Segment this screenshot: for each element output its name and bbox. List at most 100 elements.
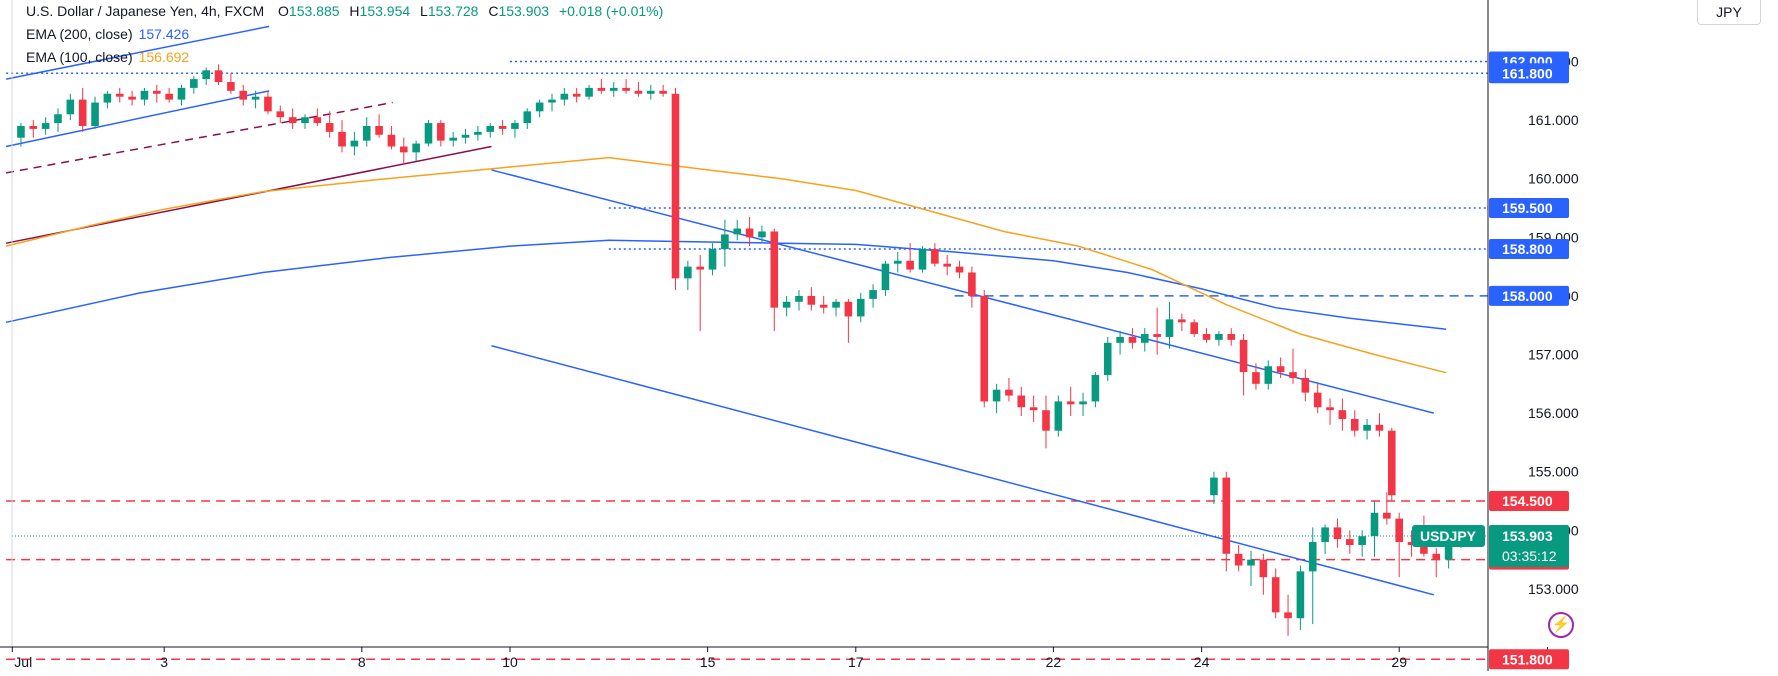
x-tick-label: 17 — [848, 654, 864, 670]
candle-body — [560, 93, 569, 100]
candle-down — [1042, 395, 1050, 449]
candle-body — [1387, 430, 1396, 496]
candle-body — [1444, 544, 1453, 560]
price-level-label-text: 159.500 — [1502, 200, 1553, 216]
candle-body — [1326, 407, 1334, 411]
ema-lines — [5, 156, 1447, 374]
candle-up — [1308, 527, 1317, 625]
candle-body — [239, 90, 248, 100]
lightning-icon[interactable]: ⚡ — [1548, 612, 1574, 638]
candle-down — [1333, 518, 1342, 548]
candle-up — [560, 87, 569, 106]
candle-body — [313, 117, 322, 124]
candle-body — [350, 140, 359, 147]
candle-up — [795, 290, 803, 311]
candle-body — [1289, 372, 1297, 378]
candle-body — [424, 123, 433, 144]
candle-up — [1116, 331, 1124, 355]
candle-body — [1420, 544, 1428, 554]
open-label: O — [278, 3, 289, 19]
candle-body — [684, 266, 692, 279]
candle-down — [968, 266, 976, 308]
candle-down — [819, 295, 828, 314]
price-level-label-text: 154.500 — [1502, 493, 1553, 509]
candle-up — [548, 93, 556, 112]
candle-body — [511, 123, 519, 129]
y-tick-label: 161.000 — [1528, 112, 1579, 128]
candle-body — [486, 125, 495, 132]
candle-up — [1103, 336, 1112, 381]
candle-down — [1407, 530, 1416, 557]
candle-body — [362, 125, 371, 141]
symbol-title[interactable]: U.S. Dollar / Japanese Yen, 4h, FXCM — [26, 3, 265, 19]
candle-body — [165, 93, 173, 100]
price-level-label-text: 151.800 — [1502, 651, 1553, 667]
candle-body — [646, 90, 655, 94]
candle-body — [918, 249, 927, 270]
candle-body — [17, 125, 25, 138]
legend-ema200-row[interactable]: EMA (200, close) 157.426 — [26, 23, 663, 46]
candle-down — [1005, 377, 1013, 402]
candle-body — [1103, 342, 1112, 376]
candle-up — [1358, 530, 1366, 557]
candle-down — [1326, 398, 1334, 425]
candle-up — [535, 99, 544, 118]
candle-up — [412, 140, 420, 162]
candle-up — [1370, 501, 1379, 557]
price-level-label-text: 158.000 — [1502, 288, 1553, 304]
candle-body — [190, 79, 198, 88]
price-level-label-bg — [1489, 491, 1569, 512]
candle-body — [1346, 539, 1354, 545]
candle-down — [1301, 369, 1310, 402]
close-value: 153.903 — [498, 3, 550, 19]
x-tick-label: Jul — [14, 654, 32, 670]
candle-down — [214, 64, 223, 85]
legend-ema100-row[interactable]: EMA (100, close) 156.692 — [26, 46, 663, 69]
trendline — [5, 101, 393, 174]
symbol-tag-text: USDJPY — [1420, 528, 1477, 544]
candle-body — [1259, 559, 1268, 578]
candle-down — [78, 87, 87, 132]
candle-down — [572, 87, 581, 103]
candle-body — [387, 134, 396, 147]
candle-up — [1165, 301, 1174, 349]
candle-body — [1321, 527, 1329, 543]
x-tick-label: 22 — [1046, 654, 1062, 670]
candle-up — [1247, 550, 1255, 586]
candle-down — [152, 84, 161, 103]
candle-up — [140, 87, 149, 106]
candle-body — [399, 146, 408, 153]
candle-body — [1284, 612, 1292, 619]
candle-body — [1234, 553, 1243, 566]
candle-down — [597, 79, 606, 94]
candle-down — [770, 228, 779, 332]
candle-down — [498, 120, 507, 135]
candle-body — [523, 111, 532, 124]
candle-body — [1165, 319, 1174, 337]
price-level-label: 159.500 — [1489, 198, 1569, 219]
candle-up — [992, 383, 1001, 414]
candle-body — [1202, 334, 1211, 340]
candle-body — [1227, 334, 1236, 340]
current-price-label: 153.903 03:35:12 — [1489, 525, 1569, 568]
candle-body — [338, 131, 346, 147]
candle-body — [1116, 336, 1124, 343]
candle-body — [461, 134, 470, 138]
candles — [17, 64, 1465, 636]
high-label: H — [349, 3, 360, 19]
candle-down — [313, 108, 322, 126]
candle-down — [1375, 413, 1384, 437]
candle-up — [721, 219, 729, 267]
candle-down — [671, 87, 680, 291]
candle-body — [1432, 553, 1441, 560]
price-level-label: 161.800 — [1489, 63, 1569, 84]
candle-body — [66, 99, 75, 115]
candle-body — [980, 295, 989, 402]
change-value: +0.018 (+0.01%) — [558, 3, 664, 19]
candle-body — [301, 117, 309, 124]
candle-down — [1346, 530, 1354, 554]
candle-down — [980, 290, 989, 408]
currency-button[interactable]: JPY — [1697, 0, 1761, 25]
